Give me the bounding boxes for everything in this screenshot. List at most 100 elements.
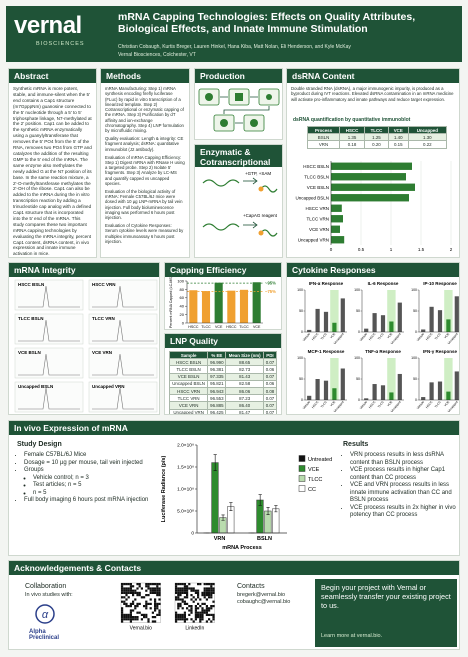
bar [189,290,198,323]
y-tick-label: Uncapped BSLN [295,195,329,200]
x-tick-label: HSCC [226,325,237,329]
qr-cell [186,596,189,599]
qr-cell [136,591,139,594]
qr-cell [127,618,130,621]
qr-cell [208,587,211,590]
qr-cell [205,605,208,608]
x-tick-label: HSCC [311,331,320,341]
qr-cell [121,591,124,594]
qr-cell [121,607,124,610]
qr-cell [192,600,195,603]
qr-cell [190,611,193,614]
qr-cell [203,609,206,612]
qr-cell [151,589,154,592]
bar [331,183,415,191]
qr-cell [203,602,206,605]
bullet-text: Full body imaging 6 hours post mRNA inje… [24,497,149,503]
panel-label: VCE BSLN [18,350,41,355]
qr-cell [149,607,152,610]
y-axis-label: Percent mRNA Capped (LC-MS) [169,277,173,328]
bar [397,373,402,400]
partner-name: Alpha Preclinical [29,629,60,641]
y-tick-label: 100 [411,356,417,360]
qr-cell [136,605,139,608]
bar [389,392,394,400]
bullet-item: Female C57BL/6J Mice [24,452,155,460]
table-cell: HSCC VRN [168,386,209,396]
qr-cell [210,587,213,590]
qr-cell [186,618,189,621]
section-title: Acknowledgements & Contacts [9,561,459,575]
qr-cell [129,616,132,619]
qr-cell [129,587,132,590]
table-cell: VRN [306,140,341,149]
column-header: % EE [207,350,227,360]
qr-cell [127,613,130,616]
table-cell: 96.381 [207,365,227,374]
qr-cell [145,583,148,586]
dsrna-section: dsRNA Content Double stranded RNA (dsRNA… [286,68,460,258]
qr-cell [154,609,157,612]
table-cell: BSLN [306,133,341,142]
sub-list: Vehicle control; n = 3Test articles; n =… [24,475,155,498]
qr-cell [197,594,200,597]
qr-cell [212,583,215,586]
x-tick-label: VCE [443,332,450,339]
learn-more: Learn more at vernal.bio. [321,633,383,639]
table-cell: 82.73 [225,365,264,374]
x-tick-label: BSLN [257,536,272,542]
qr-cell [134,618,137,621]
qr-cell [175,589,178,592]
header: vernal BIOSCIENCES mRNA Capping Technolo… [6,6,462,62]
section-title: Abstract [9,69,96,83]
x-tick-label: 1.5 [418,247,425,252]
qr-cell [154,607,157,610]
qr-cell [181,607,184,610]
error-bar [266,507,270,515]
qr-cell [190,605,193,608]
email: bregerk@vernal.bio [237,592,286,598]
bar [372,313,377,332]
qr-cell [121,618,124,621]
qr-cell [136,587,139,590]
trace [92,319,154,342]
abstract-text: Synthetic mRNA is more potent, stable, a… [13,86,92,257]
qr-cell [149,598,152,601]
legend-label: CC [308,487,316,493]
qr-cell [203,611,206,614]
qr-cell [197,583,200,586]
bar [331,225,340,233]
table-cell: 81.43 [225,372,264,381]
legend-swatch [298,455,306,462]
bar [331,194,409,202]
subheading: Results [343,441,369,448]
qr-cell [212,616,215,619]
x-tick-label: HSCC [311,399,320,409]
capping-diagram-section: Enzymatic & Cotranscriptional Capping +G… [194,144,283,258]
qr-cell [181,587,184,590]
y-tick-label: 50 [356,377,360,381]
bar [331,173,406,181]
qr-cell [210,605,213,608]
qr-cell [147,602,150,605]
table-cell: 88.65 [225,358,264,367]
legend-label: VCE [308,467,320,473]
y-tick-label: HSCC VRN [305,206,329,211]
highlight-band [387,290,396,332]
section-title: In vivo Expression of mRNA [9,421,459,435]
affiliation: Vernal Biosciences, Colchester, VT [118,52,196,58]
bar [446,391,451,400]
qr-cell [201,609,204,612]
bar [364,328,369,332]
qr-cell [186,607,189,610]
qr-cell [149,587,152,590]
x-tick-label: Vehicle [302,332,311,342]
diagram-label: +GTP, +SAM [245,171,271,176]
y-tick-label: 20 [180,312,185,317]
qr-cell [145,605,148,608]
qr-cell [147,587,150,590]
chart-title: IL-6 Response [368,281,399,286]
bar [364,398,369,400]
qr-cell [194,616,197,619]
qr-cell [186,585,189,588]
